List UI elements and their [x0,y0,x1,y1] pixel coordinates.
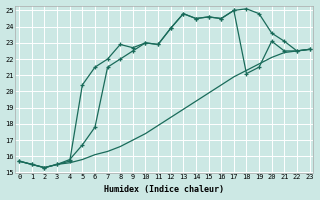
X-axis label: Humidex (Indice chaleur): Humidex (Indice chaleur) [104,185,224,194]
